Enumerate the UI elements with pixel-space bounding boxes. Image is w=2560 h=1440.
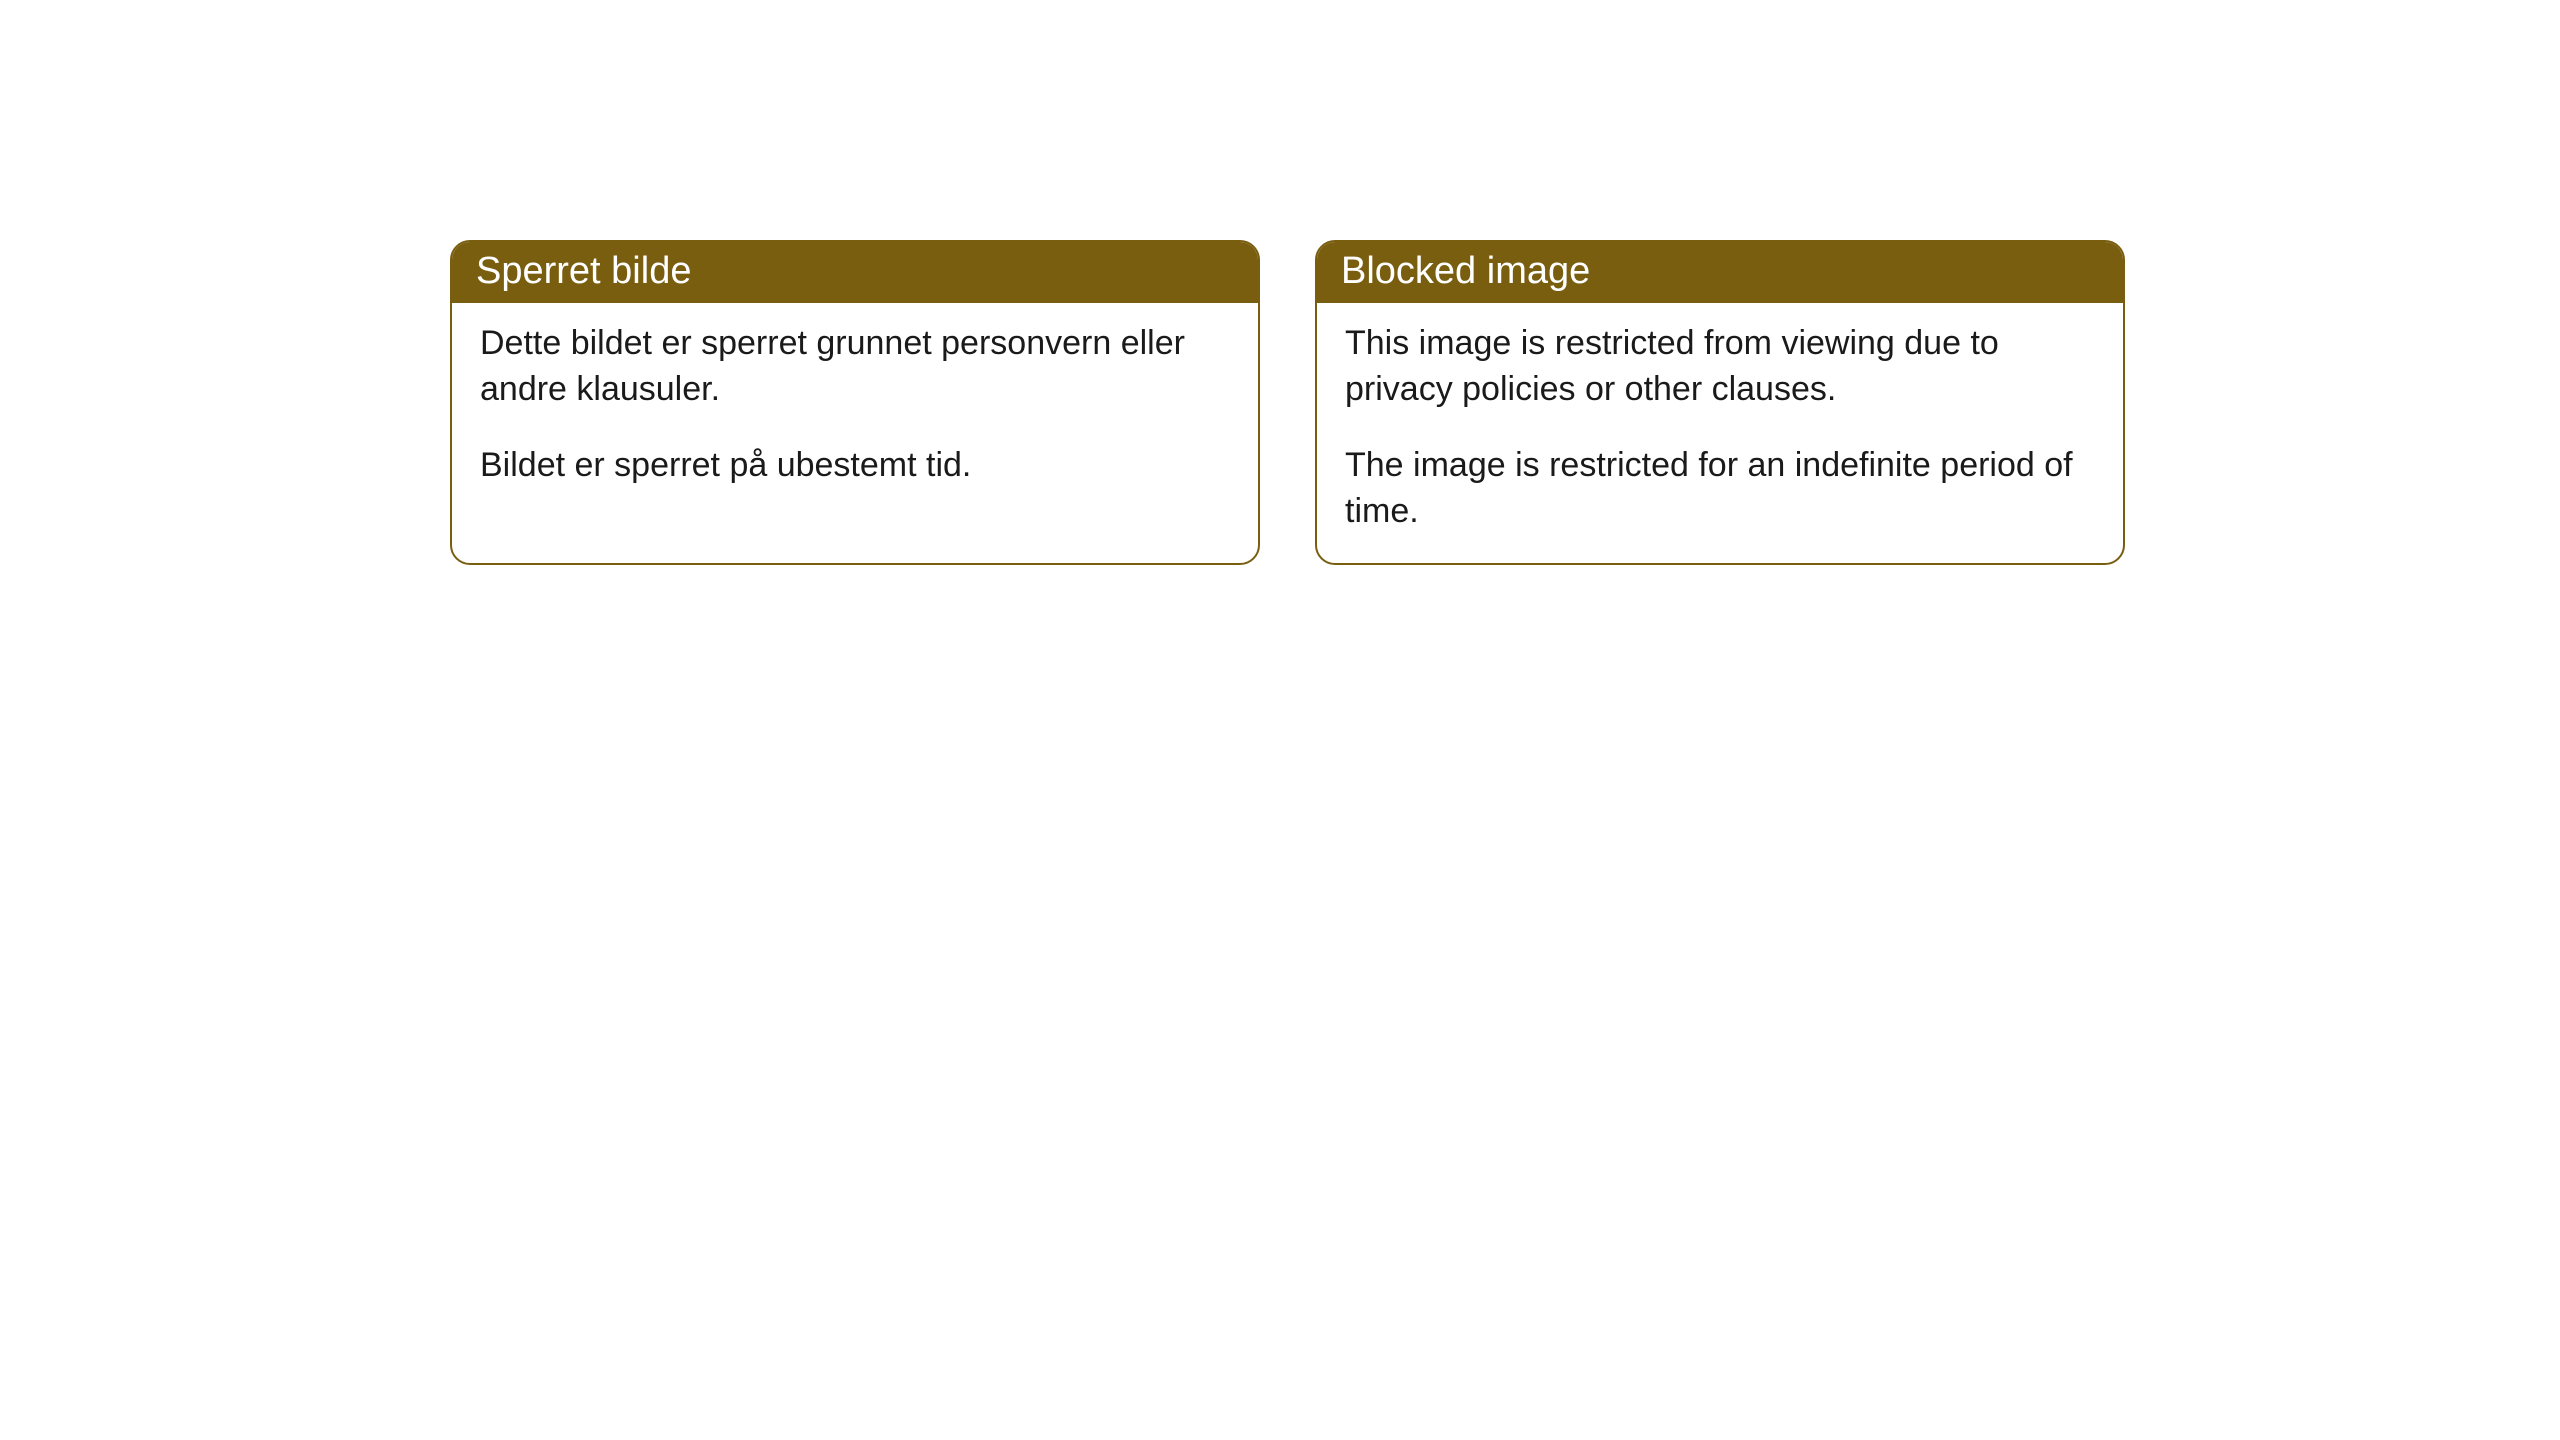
card-paragraph: Dette bildet er sperret grunnet personve… bbox=[480, 321, 1230, 413]
notice-card-english: Blocked image This image is restricted f… bbox=[1315, 240, 2125, 565]
card-body: Dette bildet er sperret grunnet personve… bbox=[452, 303, 1258, 517]
card-paragraph: This image is restricted from viewing du… bbox=[1345, 321, 2095, 413]
card-body: This image is restricted from viewing du… bbox=[1317, 303, 2123, 563]
card-header: Sperret bilde bbox=[452, 242, 1258, 303]
card-paragraph: Bildet er sperret på ubestemt tid. bbox=[480, 443, 1230, 489]
card-paragraph: The image is restricted for an indefinit… bbox=[1345, 443, 2095, 535]
notice-container: Sperret bilde Dette bildet er sperret gr… bbox=[450, 240, 2125, 565]
notice-card-norwegian: Sperret bilde Dette bildet er sperret gr… bbox=[450, 240, 1260, 565]
card-header: Blocked image bbox=[1317, 242, 2123, 303]
